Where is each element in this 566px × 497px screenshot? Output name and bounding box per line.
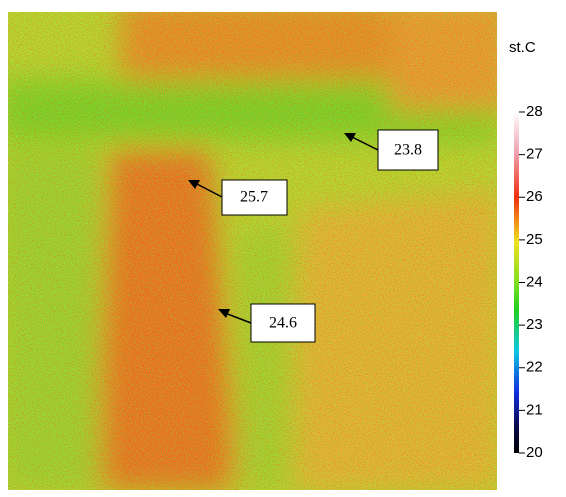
annotation-box <box>250 303 316 343</box>
tick-label: 27 <box>526 146 543 163</box>
tick-label: 20 <box>526 444 543 461</box>
annotation-text: 23.8 <box>394 142 422 159</box>
annotation-box <box>377 129 439 171</box>
tick-label: 25 <box>526 231 543 248</box>
annotation-box <box>221 179 288 216</box>
colorbar <box>514 112 519 453</box>
arrow <box>194 182 223 198</box>
tick-label: 21 <box>526 401 543 418</box>
annotation: 25.7 <box>188 179 288 216</box>
tick-label: 26 <box>526 188 543 205</box>
tick-label: 24 <box>526 273 543 290</box>
annotation: 23.8 <box>344 129 439 171</box>
tick-label: 28 <box>526 103 543 120</box>
tick-label: 23 <box>526 316 543 333</box>
arrow <box>224 312 252 324</box>
arrow-head <box>344 133 356 142</box>
colorbar-label: st.C <box>509 39 536 56</box>
tick-label: 22 <box>526 359 543 376</box>
arrow <box>349 135 379 151</box>
thermal-image <box>8 12 497 490</box>
annotation-text: 25.7 <box>240 189 268 206</box>
colorbar-ticks: 20 21 22 23 24 25 26 27 28 <box>519 103 543 461</box>
annotation: 24.6 <box>218 303 316 343</box>
annotation-text: 24.6 <box>269 315 297 332</box>
arrow-head <box>218 309 230 318</box>
arrow-head <box>188 180 200 189</box>
